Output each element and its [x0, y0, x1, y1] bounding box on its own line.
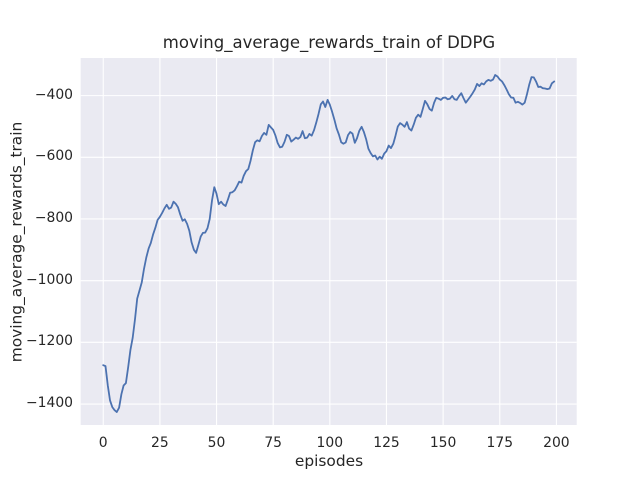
x-axis-label: episodes	[294, 452, 364, 470]
y-tick-label: −600	[34, 148, 73, 165]
x-tick-label: 200	[543, 435, 570, 451]
y-tick-label: −800	[34, 210, 73, 227]
x-tick-label: 50	[207, 435, 226, 451]
x-tick-label: 0	[98, 435, 108, 451]
x-tick-label: 125	[373, 435, 400, 451]
plot-area	[80, 58, 577, 425]
x-tick-label: 75	[264, 435, 283, 451]
y-tick-label: −1000	[26, 271, 73, 288]
chart-title: moving_average_rewards_train of DDPG	[162, 33, 496, 52]
x-tick-label: 175	[486, 435, 514, 451]
x-tick-label: 100	[316, 435, 344, 451]
series-line	[102, 74, 556, 413]
y-tick-label: −400	[34, 86, 73, 103]
x-tick-label: 150	[429, 435, 457, 451]
y-tick-label: −1400	[26, 395, 73, 412]
x-tick-label: 25	[151, 435, 169, 451]
y-tick-label: −1200	[26, 333, 73, 350]
